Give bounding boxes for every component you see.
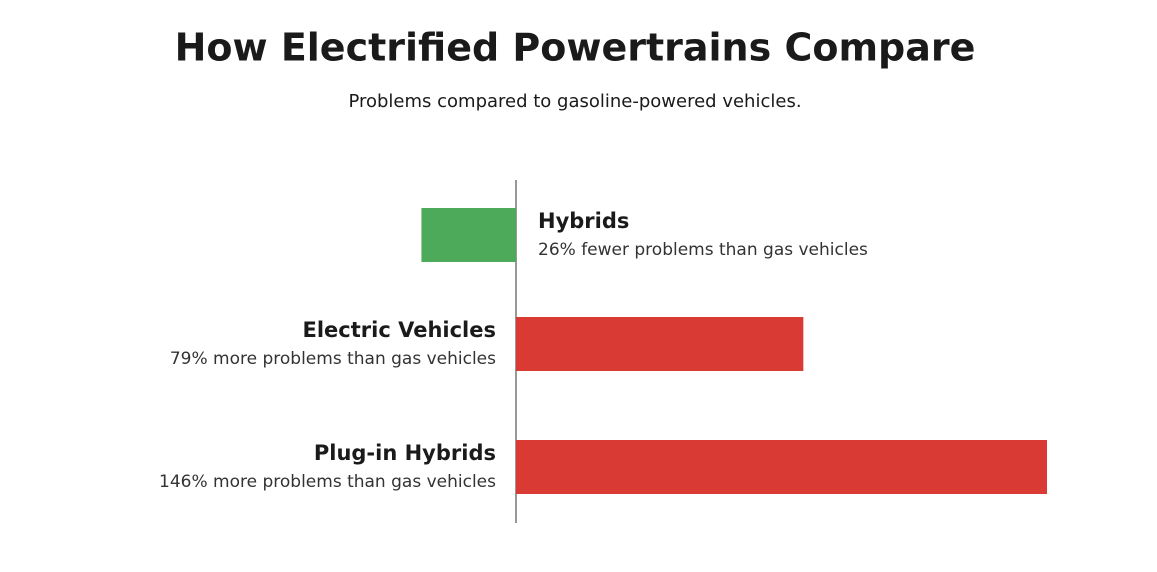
value-label: 79% more problems than gas vehicles [170,349,496,369]
category-label: Electric Vehicles [303,318,496,342]
value-label: 146% more problems than gas vehicles [159,472,496,492]
chart-subtitle: Problems compared to gasoline-powered ve… [348,91,801,112]
chart-title: How Electrified Powertrains Compare [175,26,976,70]
bar [516,440,1047,494]
category-label: Plug-in Hybrids [314,441,496,465]
bar [421,208,516,262]
bar [516,317,804,371]
category-label: Hybrids [538,209,629,233]
value-label: 26% fewer problems than gas vehicles [538,240,868,260]
